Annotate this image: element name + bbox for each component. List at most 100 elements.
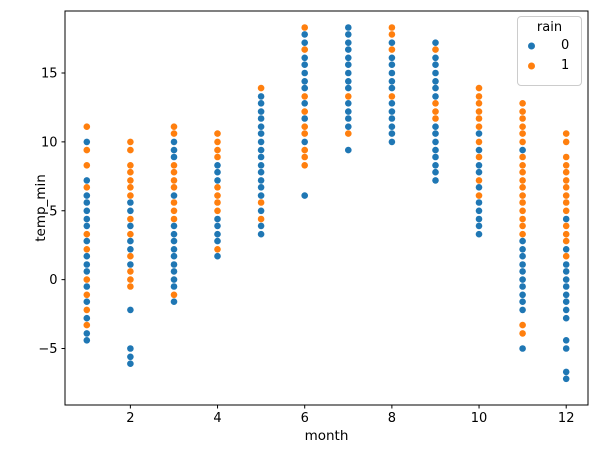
data-point-rain-0 [83,330,91,337]
data-point-rain-1 [83,162,91,169]
data-point-rain-0 [127,360,134,368]
data-point-rain-0 [562,246,570,253]
data-point-rain-0 [170,276,178,283]
data-point-rain-0 [345,108,352,115]
data-point-rain-0 [432,78,439,85]
data-point-rain-0 [388,108,396,115]
data-point-rain-1 [562,130,570,137]
data-point-rain-0 [83,177,91,184]
data-point-rain-0 [83,298,91,306]
data-point-rain-0 [83,252,91,260]
data-point-rain-0 [519,298,526,306]
data-point-rain-1 [214,146,221,154]
data-point-rain-1 [519,130,526,137]
data-point-rain-1 [170,168,178,176]
data-point-rain-1 [83,184,91,191]
data-point-rain-0 [83,222,91,230]
data-point-rain-0 [301,192,309,199]
data-point-rain-0 [301,31,309,38]
data-point-rain-1 [519,153,526,161]
data-point-rain-0 [519,237,526,245]
data-point-rain-1 [388,46,396,53]
data-point-rain-0 [475,215,483,223]
data-point-rain-1 [214,192,221,199]
x-tick-label: 8 [388,411,396,426]
data-point-rain-0 [83,192,91,199]
data-point-rain-0 [257,207,265,215]
data-point-rain-1 [301,46,309,53]
data-point-rain-1 [475,123,483,130]
data-point-rain-0 [562,276,570,283]
data-point-rain-1 [475,84,483,92]
data-point-rain-1 [127,162,134,169]
data-point-rain-1 [301,162,309,169]
data-point-rain-1 [127,252,134,260]
data-point-rain-0 [214,215,221,223]
data-point-rain-0 [127,207,134,215]
y-tick-label: 15 [41,66,58,81]
data-point-rain-1 [301,93,309,100]
data-point-rain-0 [388,69,396,77]
data-point-rain-0 [170,268,178,275]
data-point-rain-0 [301,84,309,92]
data-point-rain-1 [170,177,178,184]
data-point-rain-0 [214,230,221,238]
data-point-rain-0 [519,283,526,290]
data-point-rain-0 [301,61,309,68]
data-point-rain-1 [475,138,483,146]
data-point-rain-0 [83,337,91,344]
data-point-rain-0 [519,345,526,352]
data-point-rain-1 [519,108,526,115]
data-point-rain-1 [170,123,178,130]
legend: rain 0 1 [517,16,582,86]
data-point-rain-1 [127,177,134,184]
data-point-rain-1 [562,177,570,184]
data-point-rain-1 [170,215,178,223]
data-point-rain-0 [257,177,265,184]
data-point-rain-0 [170,192,178,199]
data-point-rain-0 [170,230,178,238]
x-tick-label: 12 [558,411,575,426]
data-point-rain-0 [83,261,91,268]
data-point-rain-0 [475,184,483,191]
data-point-rain-0 [257,146,265,154]
data-point-rain-0 [257,100,265,107]
data-point-rain-0 [345,100,352,107]
data-point-rain-0 [388,78,396,85]
x-tick-label: 2 [126,411,134,426]
legend-entry-label: 0 [561,38,570,53]
legend-marker-orange-icon [528,62,535,70]
data-point-rain-0 [257,93,265,100]
data-point-rain-0 [345,39,352,46]
data-point-rain-0 [257,162,265,169]
data-point-rain-1 [475,153,483,161]
data-point-rain-0 [388,138,396,146]
data-point-rain-0 [257,138,265,146]
data-point-rain-1 [562,138,570,146]
data-point-rain-1 [127,283,134,290]
data-point-rain-0 [562,306,570,314]
legend-marker-blue-icon [528,42,535,50]
data-point-rain-1 [562,153,570,161]
data-point-rain-0 [519,276,526,283]
data-point-rain-1 [301,146,309,154]
legend-entry-label: 1 [561,58,570,73]
data-point-rain-1 [562,207,570,215]
data-point-rain-0 [562,283,570,290]
legend-title: rain [536,20,563,35]
data-point-rain-0 [519,252,526,260]
data-point-rain-0 [388,130,396,137]
data-point-rain-1 [257,84,265,92]
y-tick-label: −5 [38,342,57,357]
data-point-rain-0 [475,162,483,169]
data-point-rain-1 [83,123,91,130]
data-point-rain-1 [170,130,178,137]
data-point-rain-1 [301,130,309,137]
data-point-rain-0 [170,222,178,230]
data-point-rain-0 [257,130,265,137]
data-point-rain-0 [257,184,265,191]
data-point-rain-0 [388,61,396,68]
data-point-rain-0 [432,84,439,92]
